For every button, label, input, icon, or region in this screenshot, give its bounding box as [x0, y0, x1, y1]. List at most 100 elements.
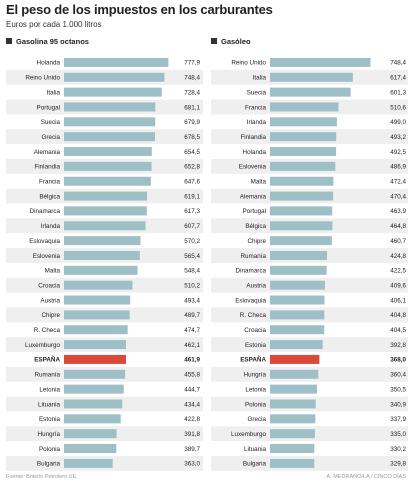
gasolina-value-label: 679,9: [184, 119, 200, 126]
gasolina-value-label: 617,3: [184, 208, 200, 215]
gasolina-category-label: Hungría: [38, 431, 61, 438]
gasoleo-bar-polonia: [270, 399, 316, 409]
gasoleo-bar-alemania: [270, 191, 334, 201]
gasolina-bar-luxemburgo: [64, 340, 126, 350]
gasolina-value-label: 728,4: [184, 89, 200, 96]
gasoleo-value-label: 601,3: [390, 89, 406, 96]
gasolina-bar-irlanda: [64, 221, 146, 231]
gasoleo-value-label: 424,8: [390, 253, 406, 260]
gasolina-category-label: Grecia: [41, 134, 60, 141]
gasolina-value-label: 777,9: [184, 60, 200, 67]
gasoleo-category-label: R. Checa: [240, 312, 267, 319]
gasoleo-bar-finlandia: [270, 132, 337, 142]
gasoleo-category-label: Hungría: [244, 372, 267, 379]
gasoleo-category-label: Italia: [253, 75, 267, 82]
gasoleo-value-label: 360,4: [390, 372, 406, 379]
gasolina-category-label: Malta: [45, 268, 61, 275]
gasoleo-value-label: 335,0: [390, 431, 406, 438]
gasolina-category-label: Francia: [39, 179, 60, 186]
gasolina-bar-grecia: [64, 132, 156, 142]
gasolina-category-label: Alemania: [34, 149, 61, 156]
gasolina-bar-holanda: [64, 57, 169, 67]
gasoleo-category-label: Austria: [246, 282, 266, 289]
gasolina-category-label: Luxemburgo: [25, 342, 61, 349]
gasolina-value-label: 510,2: [184, 282, 200, 289]
gasolina-value-label: 391,8: [184, 431, 200, 438]
gasolina-bar-finlandia: [64, 161, 152, 171]
gasolina-value-label: 678,5: [184, 134, 200, 141]
square-bullet-icon: [211, 38, 217, 44]
gasolina-value-label: 474,7: [184, 327, 200, 334]
gasoleo-bar-rumanía: [270, 250, 327, 260]
gasoleo-bar-malta: [270, 176, 334, 186]
gasolina-bar-eslovenia: [64, 250, 140, 260]
gasolina-bar-rumanía: [64, 369, 126, 379]
gasoleo-bar-grecia: [270, 414, 316, 424]
gasoleo-bar-luxemburgo: [270, 429, 315, 439]
gasoleo-bar-francia: [270, 102, 339, 112]
gasolina-bar-letonia: [64, 384, 124, 394]
gasolina-value-label: 422,8: [184, 416, 200, 423]
source-note: Fuente: Boletín Petrolero UE: [6, 474, 77, 480]
gasoleo-category-label: Polonia: [245, 401, 267, 408]
gasolina-category-label: Reino Unido: [25, 75, 60, 82]
gasolina-bar-chipre: [64, 310, 130, 320]
gasoleo-bar-holanda: [270, 147, 337, 157]
gasoleo-category-label: Suecia: [247, 89, 267, 96]
gasoleo-category-label: ESPAÑA: [240, 355, 266, 364]
gasoleo-value-label: 492,5: [390, 149, 406, 156]
gasoleo-category-label: Estonia: [245, 342, 267, 349]
gasoleo-bar-austria: [270, 280, 325, 290]
gasoleo-value-label: 404,8: [390, 312, 406, 319]
gasolina-value-label: 565,4: [184, 253, 200, 260]
gasoleo-bar-croacia: [270, 325, 325, 335]
gasoleo-value-label: 340,9: [390, 401, 406, 408]
gasoleo-category-label: Reino Unido: [231, 60, 266, 67]
gasolina-category-label: Holanda: [37, 60, 61, 67]
gasolina-value-label: 461,9: [184, 357, 200, 364]
gasoleo-value-label: 329,8: [390, 461, 406, 468]
gasoleo-category-label: Croacia: [244, 327, 266, 334]
gasolina-value-label: 619,1: [184, 193, 200, 200]
gasoleo-bar-españa: [270, 354, 320, 364]
gasolina-bar-hungría: [64, 429, 117, 439]
gasoleo-bar-chipre: [270, 236, 332, 246]
gasoleo-bar-portugal: [270, 206, 333, 216]
gasolina-value-label: 748,4: [184, 75, 200, 82]
gasoleo-value-label: 464,8: [390, 223, 406, 230]
gasolina-category-label: Suecia: [41, 119, 61, 126]
gasoleo-bar-bulgaria: [270, 458, 315, 468]
gasolina-category-label: Finlandia: [34, 164, 60, 171]
gasolina-value-label: 607,7: [184, 223, 200, 230]
gasoleo-bar-r-checa: [270, 310, 325, 320]
gasoleo-value-label: 499,0: [390, 119, 406, 126]
gasolina-bar-lituania: [64, 399, 123, 409]
gasoleo-value-label: 617,4: [390, 75, 406, 82]
gasoleo-value-label: 463,9: [390, 208, 406, 215]
gasoleo-category-label: Finlandia: [240, 134, 266, 141]
gasoleo-category-label: Irlanda: [247, 119, 267, 126]
gasolina-bar-r-checa: [64, 325, 128, 335]
gasolina-value-label: 363,0: [184, 461, 200, 468]
gasolina-category-label: Bulgaria: [37, 461, 61, 468]
gasolina-value-label: 654,5: [184, 149, 200, 156]
gasoleo-category-label: Francia: [245, 104, 266, 111]
gasoleo-category-label: Alemania: [240, 193, 267, 200]
gasoleo-value-label: 392,8: [390, 342, 406, 349]
gasoleo-bar-letonia: [270, 384, 318, 394]
gasolina-category-label: Lituania: [38, 401, 61, 408]
gasoleo-category-label: Malta: [251, 179, 267, 186]
gasolina-bar-portugal: [64, 102, 156, 112]
gasoleo-category-label: Letonia: [245, 386, 266, 393]
gasoleo-bar-hungría: [270, 369, 319, 379]
gasoleo-bar-italia: [270, 72, 353, 82]
gasolina-category-label: Portugal: [37, 104, 60, 111]
gasolina-category-label: ESPAÑA: [34, 355, 60, 364]
gasolina-value-label: 389,7: [184, 446, 200, 453]
credit-note: A. MEDRANO/LA / CINCO DÍAS: [326, 474, 406, 480]
gasolina-bar-malta: [64, 265, 138, 275]
gasoleo-bar-eslovaquia: [270, 295, 325, 305]
gasoleo-bar-estonia: [270, 340, 323, 350]
gasoleo-category-label: Eslovenia: [239, 164, 267, 171]
